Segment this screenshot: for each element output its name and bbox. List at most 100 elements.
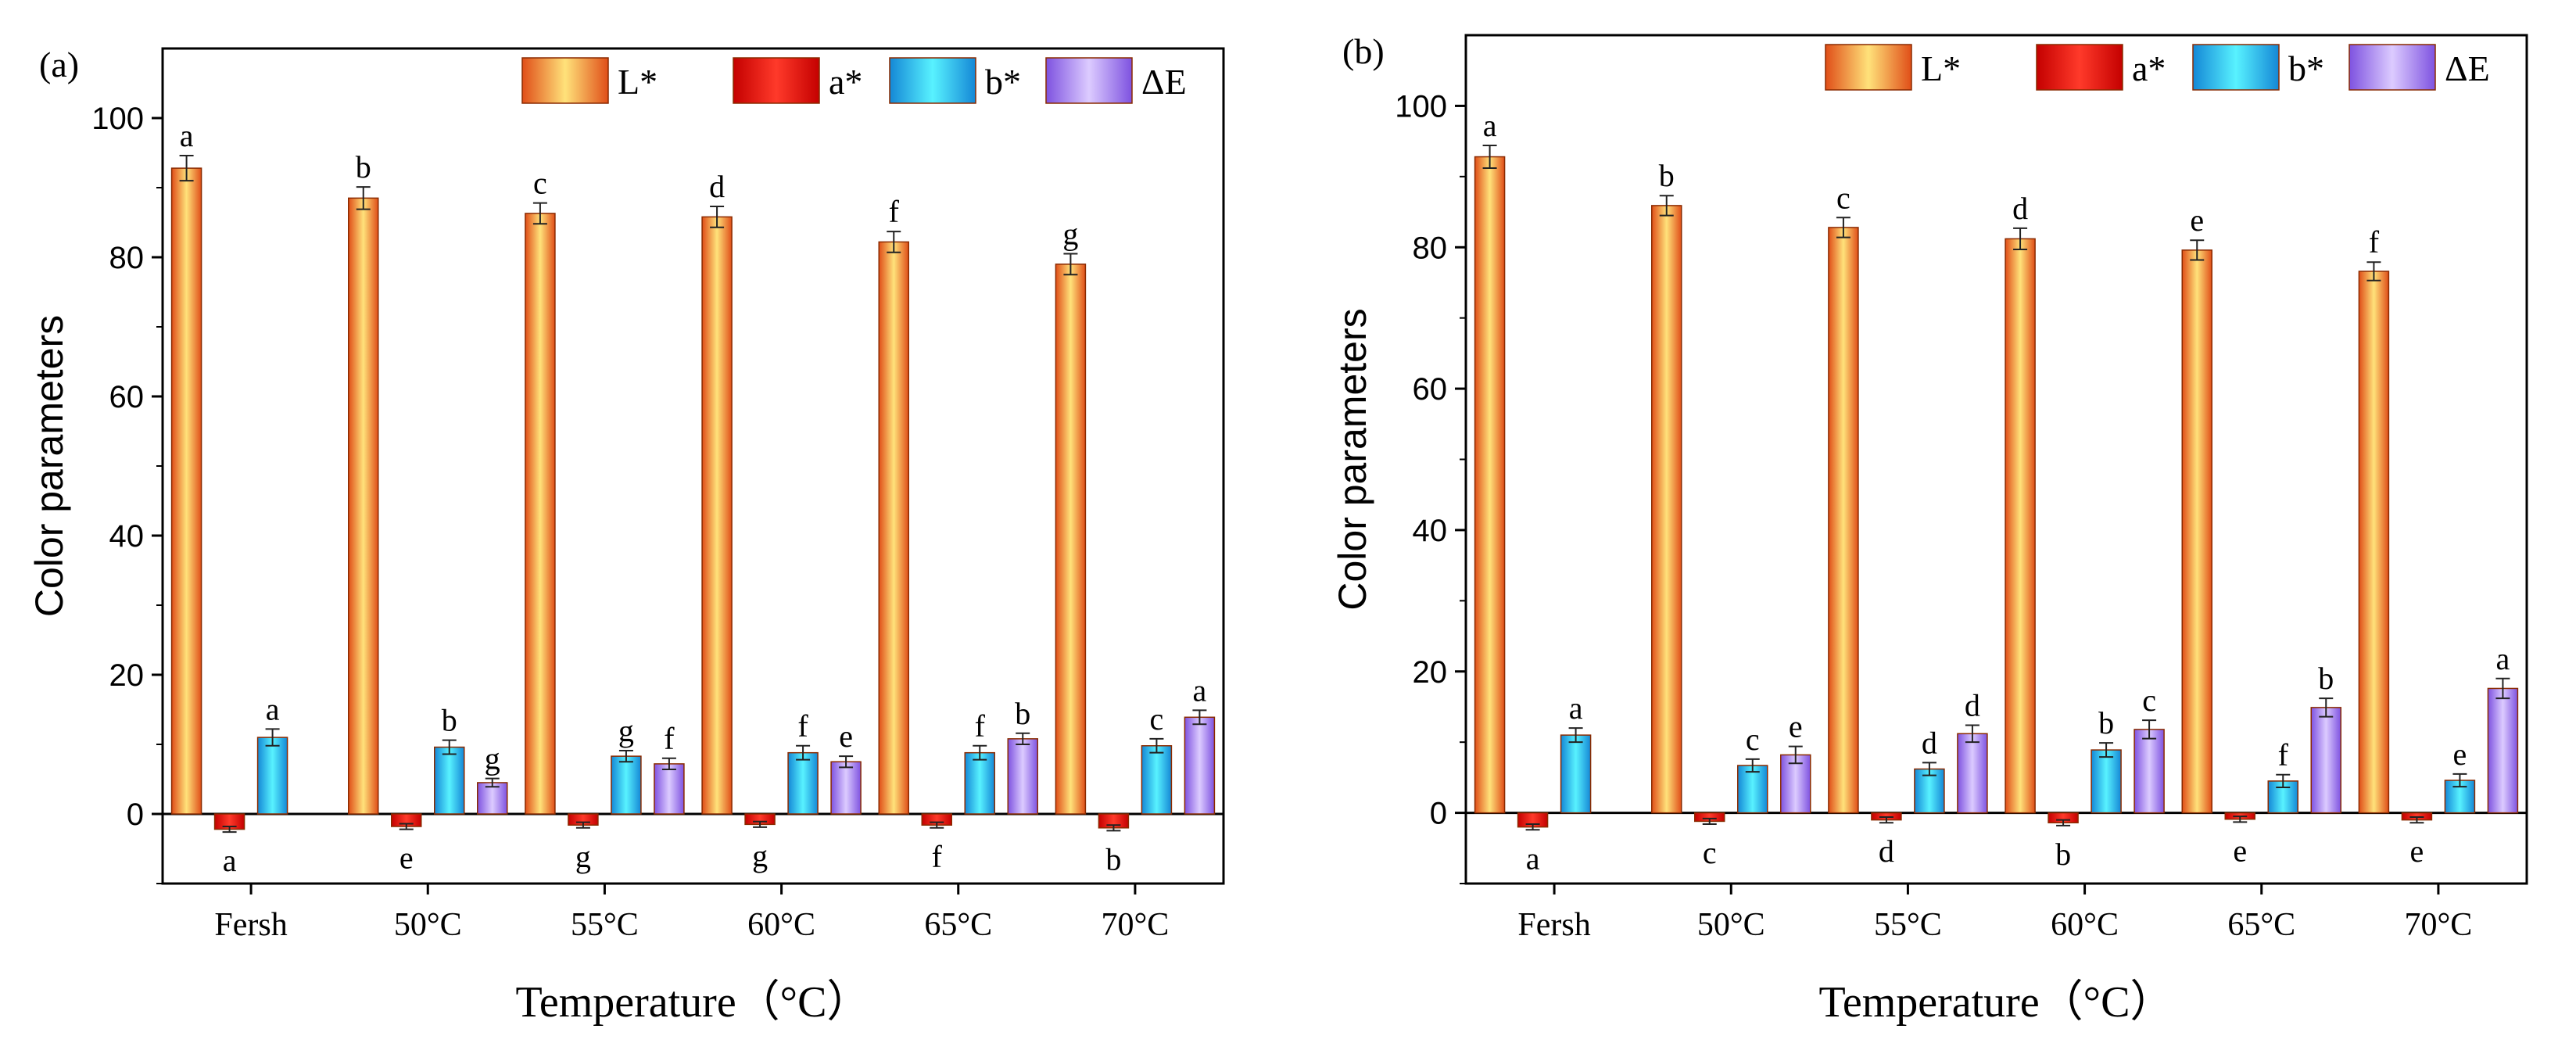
legend-label-delta-e: ΔE bbox=[2445, 48, 2490, 88]
significance-label: b bbox=[1105, 841, 1121, 877]
plot-frame bbox=[1464, 34, 2528, 885]
significance-label: g bbox=[1062, 217, 1078, 252]
legend-label-a-star: a* bbox=[2132, 48, 2166, 88]
y-tick-label: 40 bbox=[1413, 514, 1448, 548]
y-tick-label: 80 bbox=[1413, 231, 1448, 265]
significance-label: a bbox=[180, 118, 194, 153]
bar-delta-e bbox=[2310, 707, 2341, 814]
legend-swatch-delta-e bbox=[1045, 57, 1133, 104]
bar-delta-e bbox=[654, 763, 685, 815]
legend-label-l-star: L* bbox=[618, 62, 657, 102]
significance-label: e bbox=[2410, 834, 2424, 869]
legend-label-b-star: b* bbox=[985, 62, 1021, 102]
significance-label: c bbox=[1150, 701, 1164, 737]
bar-b-star bbox=[1141, 745, 1173, 815]
y-tick-label: 0 bbox=[127, 798, 144, 832]
significance-label: f bbox=[975, 708, 986, 744]
legend-label-b-star: b* bbox=[2288, 48, 2324, 88]
significance-label: f bbox=[889, 194, 900, 229]
significance-label: a bbox=[1483, 108, 1497, 143]
x-axis-label: Temperature（°C） bbox=[516, 978, 871, 1027]
bar-l-star bbox=[878, 241, 909, 815]
x-tick-label: Fersh bbox=[1517, 907, 1590, 943]
significance-label: b bbox=[1015, 696, 1030, 731]
bar-delta-e bbox=[1184, 716, 1216, 815]
bar-b-star bbox=[964, 751, 995, 815]
significance-label: c bbox=[2142, 683, 2156, 718]
x-tick-label: 55°C bbox=[571, 907, 639, 943]
y-axis-label: Color parameters bbox=[27, 315, 71, 617]
x-tick-label: 70°C bbox=[1102, 907, 1170, 943]
bar-b-star bbox=[787, 751, 819, 815]
significance-label: a bbox=[266, 691, 280, 726]
significance-label: d bbox=[1965, 687, 1980, 722]
significance-label: d bbox=[709, 169, 725, 204]
y-tick-label: 100 bbox=[91, 102, 144, 136]
significance-label: b bbox=[2318, 661, 2334, 696]
bar-l-star bbox=[525, 213, 556, 815]
y-tick-label: 0 bbox=[1430, 797, 1447, 831]
x-tick-label: 60°C bbox=[2051, 907, 2119, 943]
significance-label: g bbox=[752, 838, 768, 873]
significance-label: g bbox=[575, 839, 591, 874]
bar-l-star bbox=[1828, 227, 1859, 814]
significance-label: a bbox=[1526, 841, 1540, 876]
bar-l-star bbox=[1651, 205, 1682, 814]
significance-label: b bbox=[2098, 705, 2114, 740]
significance-label: e bbox=[2453, 737, 2467, 772]
x-tick-label: 55°C bbox=[1874, 907, 1942, 943]
significance-label: d bbox=[1922, 725, 1937, 760]
bar-b-star bbox=[1560, 734, 1592, 814]
significance-label: d bbox=[1879, 834, 1894, 869]
legend-swatch-l-star bbox=[1825, 44, 1912, 91]
bar-delta-e bbox=[2134, 729, 2165, 814]
significance-label: e bbox=[2190, 203, 2204, 238]
bar-l-star bbox=[1474, 156, 1506, 814]
significance-label: f bbox=[664, 721, 675, 756]
y-tick-label: 80 bbox=[109, 241, 145, 275]
y-tick-label: 20 bbox=[1413, 655, 1448, 690]
y-tick-label: 40 bbox=[109, 519, 145, 554]
bar-l-star bbox=[170, 167, 202, 815]
y-tick-label: 60 bbox=[109, 380, 145, 414]
significance-label: a bbox=[2496, 641, 2510, 676]
x-tick-label: Fersh bbox=[214, 907, 287, 943]
significance-label: d bbox=[2012, 191, 2028, 226]
bar-delta-e bbox=[830, 761, 862, 815]
bar-l-star bbox=[701, 216, 733, 815]
significance-label: e bbox=[399, 841, 414, 876]
bar-delta-e bbox=[2487, 687, 2519, 814]
bar-l-star bbox=[2005, 238, 2036, 814]
significance-label: c bbox=[1836, 180, 1850, 215]
legend-label-l-star: L* bbox=[1921, 48, 1961, 88]
significance-label: b bbox=[356, 149, 371, 185]
y-tick-label: 20 bbox=[109, 658, 145, 693]
significance-label: e bbox=[839, 719, 853, 754]
chart-panel-a: (a) 0 20 40 60 80 100 Color parameters Fersh a a a 5… bbox=[27, 45, 1225, 1027]
bar-l-star bbox=[2181, 249, 2212, 814]
x-tick-label: 70°C bbox=[2405, 907, 2473, 943]
x-tick-label: 65°C bbox=[924, 907, 992, 943]
significance-label: g bbox=[618, 713, 634, 748]
significance-label: a bbox=[1569, 690, 1583, 726]
plot-frame bbox=[161, 47, 1225, 885]
legend-label-a-star: a* bbox=[829, 62, 862, 102]
panel-label: (b) bbox=[1342, 31, 1385, 71]
legend-swatch-b-star bbox=[2192, 44, 2280, 91]
bar-delta-e bbox=[1007, 738, 1038, 815]
x-tick-label: 50°C bbox=[394, 907, 462, 943]
x-tick-label: 50°C bbox=[1697, 907, 1765, 943]
significance-label: e bbox=[1789, 709, 1803, 744]
significance-label: b bbox=[442, 703, 457, 738]
significance-label: g bbox=[485, 741, 500, 776]
chart-panel-b: (b) 0 20 40 60 80 100 Color parameters Fersh a a a 5… bbox=[1331, 31, 2528, 1027]
bar-b-star bbox=[1737, 765, 1768, 814]
y-tick-label: 60 bbox=[1413, 372, 1448, 407]
legend-label-delta-e: ΔE bbox=[1141, 62, 1187, 102]
legend-swatch-l-star bbox=[521, 57, 609, 104]
significance-label: c bbox=[1703, 835, 1717, 870]
x-axis-label: Temperature（°C） bbox=[1819, 978, 2174, 1027]
bar-l-star bbox=[2358, 271, 2390, 814]
significance-label: f bbox=[797, 708, 808, 744]
